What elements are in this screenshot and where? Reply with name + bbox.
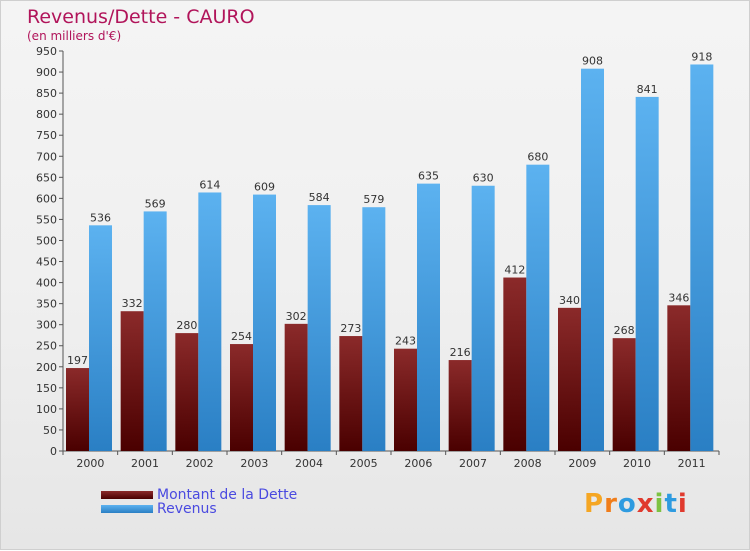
bar-debt [230,344,253,451]
y-tick-label: 650 [36,171,57,184]
x-tick-label: 2007 [459,457,487,470]
x-tick-label: 2002 [186,457,214,470]
data-label-revenue: 569 [145,197,166,210]
data-label-debt: 332 [122,297,143,310]
bar-debt [339,336,363,451]
bar-revenue [526,164,550,451]
x-tick-label: 2010 [623,457,651,470]
y-tick-label: 400 [36,277,57,290]
y-tick-label: 0 [50,445,57,458]
legend-item-revenue: Revenus [101,501,217,517]
x-tick-label: 2005 [350,457,378,470]
bar-revenue [143,211,167,451]
y-tick-label: 50 [43,424,57,437]
x-tick-label: 2001 [131,457,159,470]
bar-revenue [417,183,440,451]
bar-revenue [581,68,604,452]
y-tick-label: 850 [36,87,57,100]
y-tick-label: 700 [36,150,57,163]
proxiti-logo: Proxiti [584,489,688,519]
bar-revenue [307,205,331,451]
legend-swatch-debt [101,491,153,499]
y-tick-label: 500 [36,234,57,247]
data-label-debt: 412 [504,264,525,277]
legend-label-revenue: Revenus [157,501,217,517]
x-tick-label: 2011 [678,457,706,470]
bar-debt [284,323,308,451]
data-label-revenue: 841 [637,83,658,96]
bar-debt [558,307,581,451]
data-label-revenue: 680 [527,151,548,164]
bar-debt [667,305,691,451]
bar-revenue [635,96,659,451]
bar-debt [175,333,199,451]
data-label-debt: 243 [395,335,416,348]
data-label-debt: 280 [176,319,197,332]
data-label-debt: 302 [286,310,307,323]
bar-debt [66,368,89,451]
y-tick-label: 350 [36,298,57,311]
data-label-revenue: 536 [90,211,111,224]
chart-subtitle: (en milliers d'€) [27,29,122,43]
data-label-revenue: 584 [309,191,330,204]
x-tick-label: 2004 [295,457,323,470]
x-tick-label: 2008 [514,457,542,470]
bar-revenue [471,185,495,451]
bar-debt [394,348,417,451]
y-tick-label: 900 [36,66,57,79]
bar-revenue [89,225,112,451]
y-tick-label: 250 [36,340,57,353]
y-tick-label: 750 [36,129,57,142]
data-label-debt: 216 [450,346,471,359]
x-tick-label: 2003 [240,457,268,470]
x-tick-label: 2000 [76,457,104,470]
y-tick-label: 950 [36,45,57,58]
y-tick-label: 300 [36,319,57,332]
data-label-revenue: 908 [582,55,603,68]
data-label-debt: 340 [559,294,580,307]
data-label-debt: 346 [668,291,689,304]
y-tick-label: 150 [36,382,57,395]
y-tick-label: 200 [36,361,57,374]
data-label-revenue: 918 [691,50,712,63]
data-label-revenue: 609 [254,181,275,194]
bar-debt [612,338,636,451]
data-label-revenue: 614 [199,178,220,191]
legend-item-debt: Montant de la Dette [101,487,297,503]
y-tick-label: 450 [36,256,57,269]
data-labels: 197 536 332 569 280 614 254 609 302 584 273 579 243 6… [67,50,712,367]
x-tick-label: 2006 [404,457,432,470]
bar-revenue [362,207,386,451]
data-label-debt: 197 [67,354,88,367]
bar-revenue [253,194,276,451]
x-tick-label: 2009 [568,457,596,470]
y-tick-label: 600 [36,192,57,205]
legend-label-debt: Montant de la Dette [157,487,298,503]
chart-title: Revenus/Dette - CAURO [27,6,255,28]
y-tick-label: 550 [36,213,57,226]
bar-revenue [690,64,714,451]
bar-revenue [198,192,222,451]
bars [66,64,714,452]
data-label-debt: 254 [231,330,252,343]
data-label-debt: 273 [340,322,361,335]
data-label-debt: 268 [614,324,635,337]
y-tick-label: 800 [36,108,57,121]
data-label-revenue: 630 [473,172,494,185]
bar-debt [448,360,472,451]
bar-debt [503,277,527,451]
y-tick-label: 100 [36,403,57,416]
legend-swatch-revenue [101,505,153,513]
axes: 0 50 100 150 200 250 300 350 400 450 500 550 600 650 7… [36,45,720,470]
data-label-revenue: 579 [363,193,384,206]
data-label-revenue: 635 [418,170,439,183]
bar-debt [120,311,144,451]
